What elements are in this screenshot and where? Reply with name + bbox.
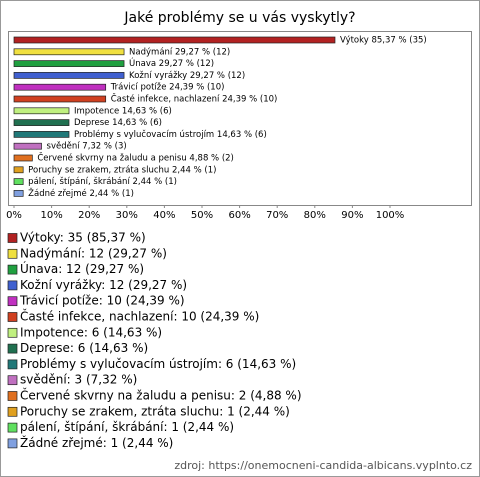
legend-label: Deprese: 6 (14,63 %)	[20, 341, 148, 355]
bar-label: Nadýmání 29,27 % (12)	[129, 47, 230, 57]
bar-label: Trávicí potíže 24,39 % (10)	[110, 83, 225, 93]
x-tick-label: 100%	[376, 210, 405, 221]
chart-title: Jaké problémy se u vás vyskytly?	[123, 10, 355, 26]
legend-swatch	[7, 327, 18, 338]
legend-label: Časté infekce, nachlazení: 10 (24,39 %)	[20, 309, 259, 324]
bar-label: svědění 7,32 % (3)	[47, 142, 127, 152]
legend-swatch	[7, 264, 18, 275]
bar	[13, 60, 125, 67]
bar	[13, 48, 125, 56]
legend-swatch	[7, 406, 18, 417]
bar	[13, 107, 70, 115]
legend-swatch	[7, 343, 18, 354]
bar	[13, 83, 107, 91]
legend-label: Nadýmání: 12 (29,27 %)	[20, 246, 167, 260]
bar-label: Impotence 14,63 % (6)	[74, 106, 172, 116]
bar	[13, 36, 336, 44]
legend-swatch	[7, 248, 18, 259]
source: zdroj: https://onemocneni-candida-albica…	[174, 459, 472, 472]
bar-label: pálení, štípání, škrábání 2,44 % (1)	[28, 176, 177, 187]
x-tick-label: 70%	[266, 210, 288, 221]
bar	[13, 119, 70, 126]
legend-swatch	[7, 233, 18, 243]
bar	[13, 166, 24, 174]
legend-label: Výtoky: 35 (85,37 %)	[20, 231, 146, 245]
x-tick-label: 10%	[40, 210, 62, 221]
bar	[13, 131, 70, 138]
legend-label: pálení, štípání, škrábání: 1 (2,44 %)	[20, 420, 234, 434]
x-tick-label: 50%	[191, 210, 213, 221]
bar	[13, 95, 107, 103]
x-tick-label: 90%	[341, 210, 363, 221]
legend-label: Trávicí potíže: 10 (24,39 %)	[19, 294, 185, 308]
bar-label: Výtoky 85,37 % (35)	[340, 36, 427, 46]
bar	[13, 142, 42, 150]
legend-label: Problémy s vylučovacím ústrojím: 6 (14,6…	[20, 357, 296, 371]
legend-swatch	[7, 375, 18, 386]
bar-label: Problémy s vylučovacím ústrojím 14,63 % …	[74, 129, 267, 140]
bar-label: Poruchy se zrakem, ztráta sluchu 2,44 % …	[28, 165, 216, 175]
legend-label: Žádné zřejmé: 1 (2,44 %)	[20, 435, 173, 450]
legend-label: Poruchy se zrakem, ztráta sluchu: 1 (2,4…	[20, 404, 290, 418]
x-tick-label: 0%	[6, 210, 22, 221]
legend-label: Červené skvrny na žaludu a penisu: 2 (4,…	[20, 388, 302, 403]
legend-label: svědění: 3 (7,32 %)	[20, 373, 137, 387]
bar	[13, 72, 125, 79]
bar	[13, 154, 33, 162]
legend-swatch	[7, 312, 18, 322]
legend-label: Únava: 12 (29,27 %)	[20, 261, 144, 276]
bar-label: Časté infekce, nachlazení 24,39 % (10)	[111, 93, 278, 105]
bar-label: Kožní vyrážky 29,27 % (12)	[129, 71, 245, 81]
bar-label: Únava 29,27 % (12)	[129, 57, 214, 69]
bar	[13, 178, 24, 185]
bar	[13, 190, 24, 197]
x-tick-label: 20%	[78, 210, 100, 221]
legend-swatch	[7, 391, 18, 401]
x-tick-label: 30%	[116, 210, 138, 221]
x-tick-label: 80%	[304, 210, 326, 221]
bar-label: Červené skvrny na žaludu a penisu 4,88 %…	[37, 152, 234, 164]
legend-swatch	[7, 359, 18, 370]
legend-label: Impotence: 6 (14,63 %)	[20, 325, 162, 339]
x-tick-label: 40%	[153, 210, 175, 221]
legend-swatch	[7, 296, 18, 307]
legend-swatch	[7, 422, 18, 433]
legend-swatch	[7, 438, 18, 449]
bar-label: Deprese 14,63 % (6)	[74, 118, 162, 128]
legend-label: Kožní vyrážky: 12 (29,27 %)	[20, 278, 187, 292]
x-tick-label: 60%	[228, 210, 250, 221]
legend-swatch	[7, 280, 18, 291]
bar-label: Žádné zřejmé 2,44 % (1)	[28, 187, 134, 199]
